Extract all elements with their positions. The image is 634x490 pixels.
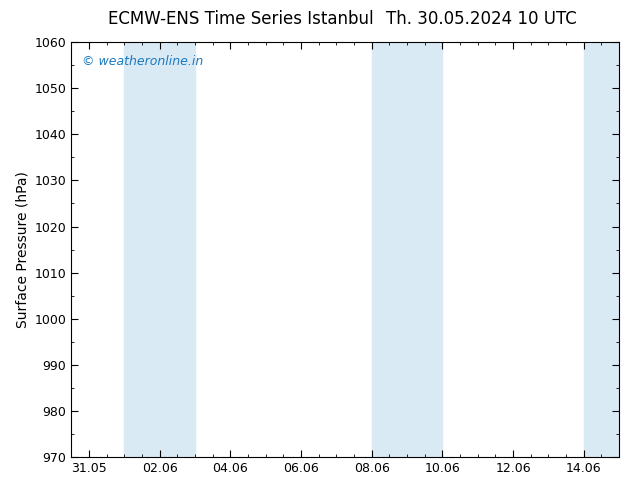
Text: © weatheronline.in: © weatheronline.in	[82, 54, 204, 68]
Bar	[407, 42, 443, 457]
Text: ECMW-ENS Time Series Istanbul: ECMW-ENS Time Series Istanbul	[108, 10, 373, 28]
Bar	[372, 42, 407, 457]
Y-axis label: Surface Pressure (hPa): Surface Pressure (hPa)	[15, 171, 29, 328]
Bar	[124, 42, 195, 457]
Text: Th. 30.05.2024 10 UTC: Th. 30.05.2024 10 UTC	[387, 10, 577, 28]
Bar	[584, 42, 634, 457]
